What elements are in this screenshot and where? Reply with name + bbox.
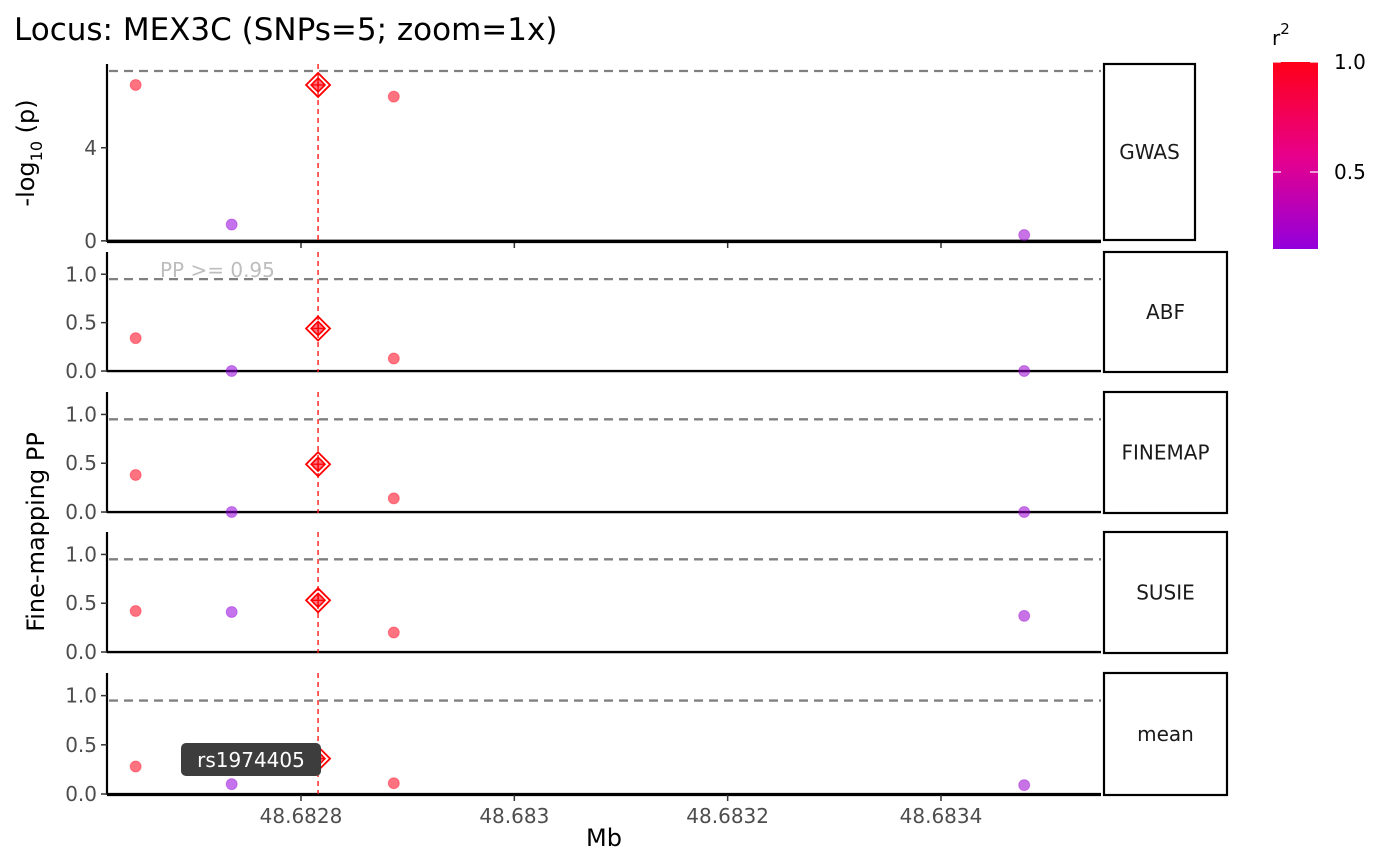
panel-finemap: 0.0 0.5 1.0 FINEMAP (65, 390, 1229, 524)
facet-strip (1102, 530, 1229, 655)
chart-title: Locus: MEX3C (SNPs=5; zoom=1x) (14, 12, 557, 48)
panel-susie: 0.0 0.5 1.0 SUSIE (65, 530, 1229, 664)
lead-snp-label: rs1974405 (197, 748, 305, 772)
snp-point[interactable] (129, 760, 142, 773)
y-tick-label: 1.0 (65, 262, 97, 286)
snp-point[interactable] (387, 352, 400, 365)
panel-gwas: 0 4 GWAS -log10 (p) (12, 62, 1197, 253)
snp-point[interactable] (1018, 229, 1031, 242)
x-tick-label: 48.683 (479, 804, 549, 828)
legend-title: r2 (1272, 20, 1290, 50)
lead-snp-label-box (181, 743, 321, 776)
snp-point[interactable] (1018, 365, 1031, 378)
panel-abf: 0.0 0.5 1.0 PP >= 0.95 ABF (65, 250, 1229, 383)
legend-colorbar (1273, 62, 1318, 249)
legend-tick-label: 0.5 (1334, 160, 1366, 184)
snp-point[interactable] (225, 506, 238, 519)
lead-snp-diamond (304, 450, 332, 478)
snp-point[interactable] (387, 492, 400, 505)
facet-strip-label: FINEMAP (1122, 441, 1210, 465)
facet-strip (1102, 62, 1197, 242)
y-tick-label: 1.0 (65, 402, 97, 426)
y-tick-label: 0 (84, 229, 97, 253)
lead-snp-diamond-inner (310, 320, 327, 337)
snp-point[interactable] (387, 777, 400, 790)
facet-strip (1102, 250, 1229, 374)
snp-point[interactable] (129, 332, 142, 345)
facet-strip-label: mean (1137, 722, 1194, 746)
snp-point[interactable] (1018, 506, 1031, 519)
facet-strip-label: GWAS (1119, 140, 1180, 164)
snp-point[interactable] (129, 468, 142, 481)
panel-mean: 0.0 0.5 1.0 mean rs1974405 48.6828 48.683 48.68… (65, 671, 1229, 828)
snp-point[interactable] (225, 778, 238, 791)
panels: 04 GWAS-log10 (p)0.00.51.0 PP >= 0.95ABF0.… (12, 62, 1229, 828)
snp-point[interactable] (225, 606, 238, 619)
snp-point[interactable] (387, 90, 400, 103)
x-tick-label: 48.6832 (686, 804, 769, 828)
y-tick-label: 1.0 (65, 684, 97, 708)
snp-point[interactable] (225, 365, 238, 378)
lead-snp-diamond (304, 71, 332, 99)
y-tick-label: 0.0 (65, 640, 97, 664)
lead-snp-diamond (304, 587, 332, 614)
y-tick-label: 0.0 (65, 500, 97, 524)
y-tick-label: 0.0 (65, 782, 97, 806)
snp-point[interactable] (387, 626, 400, 639)
lead-snp-diamond-inner (310, 456, 327, 473)
x-tick-label: 48.6828 (260, 804, 343, 828)
lead-snp-diamond (304, 315, 332, 342)
r2-legend: r2 1.0 0.5 (1272, 20, 1366, 249)
y-tick-label: 0.5 (65, 591, 97, 615)
shared-y-axis-title: Fine-mapping PP (22, 432, 50, 632)
legend-tick-label: 1.0 (1334, 50, 1366, 74)
x-tick-label: 48.6834 (900, 804, 983, 828)
facet-strip-label: SUSIE (1136, 581, 1195, 605)
y-tick-label: 0.5 (65, 311, 97, 335)
y-tick-label: 0.5 (65, 733, 97, 757)
snp-point[interactable] (129, 605, 142, 618)
y-tick-label: 4 (84, 136, 97, 160)
facet-strip (1102, 671, 1229, 797)
gwas-y-axis-title: -log10 (p) (12, 99, 46, 206)
snp-point[interactable] (1018, 609, 1031, 622)
y-tick-label: 1.0 (65, 542, 97, 566)
threshold-annotation: PP >= 0.95 (160, 258, 275, 282)
y-tick-label: 0.5 (65, 451, 97, 475)
lead-snp-diamond-inner (310, 76, 327, 94)
y-tick-label: 0.0 (65, 359, 97, 383)
snp-point[interactable] (225, 218, 238, 231)
snp-point[interactable] (1018, 779, 1031, 792)
x-axis-title: Mb (586, 824, 622, 852)
facet-strip (1102, 390, 1229, 515)
snp-point[interactable] (129, 78, 142, 91)
facet-strip-label: ABF (1146, 300, 1185, 324)
